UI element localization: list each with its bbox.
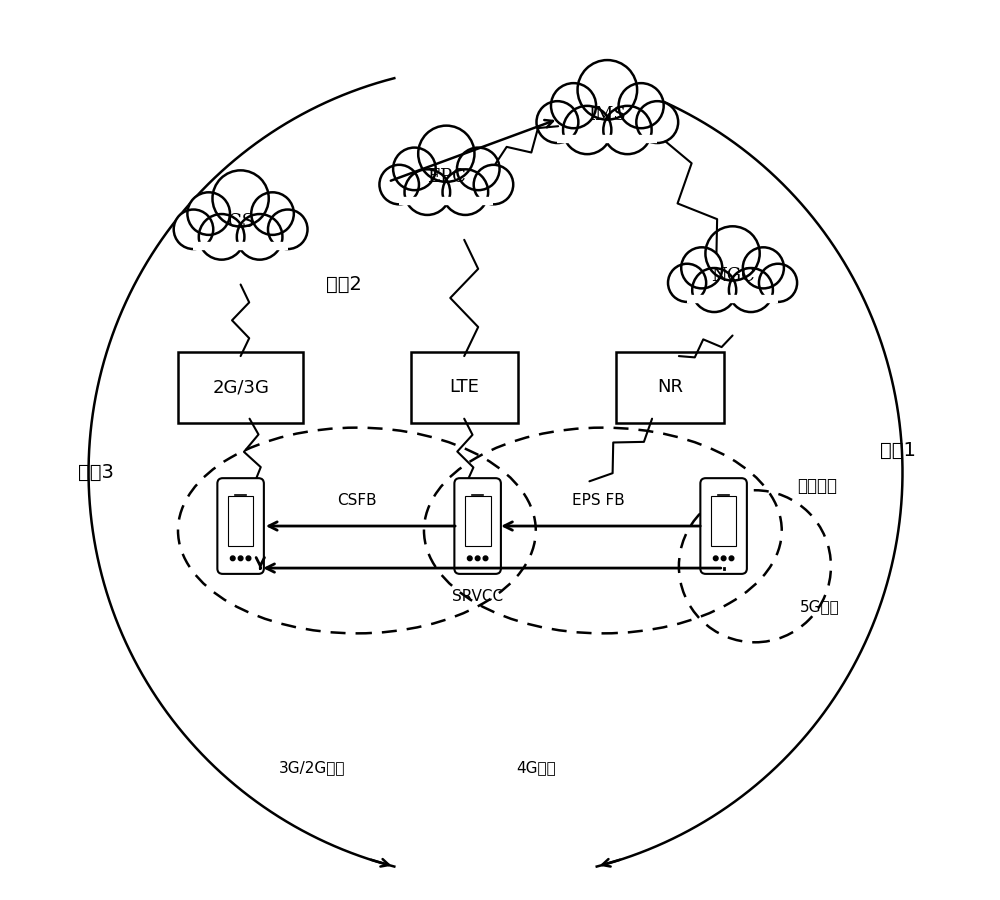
Circle shape (713, 556, 718, 561)
Circle shape (268, 210, 308, 249)
Circle shape (393, 148, 436, 190)
Circle shape (475, 556, 480, 561)
Circle shape (405, 169, 450, 215)
Text: 方剴1: 方剴1 (880, 440, 916, 460)
Text: CS: CS (228, 213, 254, 231)
Circle shape (729, 268, 773, 312)
FancyBboxPatch shape (711, 496, 736, 545)
Circle shape (212, 170, 269, 227)
Circle shape (551, 83, 596, 128)
Circle shape (668, 264, 706, 302)
Circle shape (681, 248, 722, 288)
Circle shape (636, 101, 678, 143)
Text: IMS: IMS (588, 105, 626, 123)
Circle shape (692, 268, 736, 312)
Text: EPS FB: EPS FB (572, 493, 625, 508)
FancyBboxPatch shape (178, 352, 303, 423)
Text: NGC: NGC (711, 266, 754, 284)
Text: 方剴2: 方剴2 (326, 275, 361, 294)
Circle shape (743, 248, 784, 288)
Ellipse shape (696, 261, 769, 300)
Text: NR: NR (657, 378, 683, 396)
Text: 4G网络: 4G网络 (516, 760, 556, 775)
Circle shape (759, 264, 797, 302)
FancyBboxPatch shape (700, 478, 747, 574)
Circle shape (199, 214, 244, 260)
Circle shape (474, 165, 513, 204)
Text: 2G/3G: 2G/3G (212, 378, 269, 396)
Text: LTE: LTE (449, 378, 479, 396)
FancyBboxPatch shape (217, 478, 264, 574)
Ellipse shape (203, 206, 279, 247)
Circle shape (619, 83, 664, 128)
Circle shape (246, 556, 251, 561)
Circle shape (238, 556, 243, 561)
Circle shape (483, 556, 488, 561)
Circle shape (721, 556, 726, 561)
FancyBboxPatch shape (411, 352, 518, 423)
Ellipse shape (408, 161, 484, 202)
Text: SRVCC: SRVCC (452, 589, 503, 604)
Text: 3G/2G网络: 3G/2G网络 (279, 760, 345, 775)
Text: 终端设备: 终端设备 (798, 477, 838, 495)
Circle shape (379, 165, 419, 204)
Circle shape (418, 126, 474, 182)
Circle shape (457, 148, 500, 190)
Text: CSFB: CSFB (337, 493, 377, 508)
FancyBboxPatch shape (465, 496, 491, 545)
Circle shape (237, 214, 282, 260)
Circle shape (578, 60, 637, 120)
Circle shape (174, 210, 213, 249)
Circle shape (187, 193, 230, 235)
Circle shape (536, 101, 578, 143)
Ellipse shape (567, 98, 648, 140)
Circle shape (443, 169, 488, 215)
Circle shape (603, 106, 652, 154)
Circle shape (251, 193, 294, 235)
Text: EPC: EPC (427, 168, 466, 186)
FancyBboxPatch shape (454, 478, 501, 574)
Circle shape (467, 556, 472, 561)
FancyBboxPatch shape (616, 352, 724, 423)
Text: 方剴3: 方剴3 (78, 463, 114, 482)
FancyBboxPatch shape (228, 496, 253, 545)
Circle shape (230, 556, 235, 561)
Circle shape (563, 106, 611, 154)
Text: 5G网络: 5G网络 (800, 599, 840, 614)
Circle shape (705, 226, 760, 281)
Circle shape (729, 556, 734, 561)
